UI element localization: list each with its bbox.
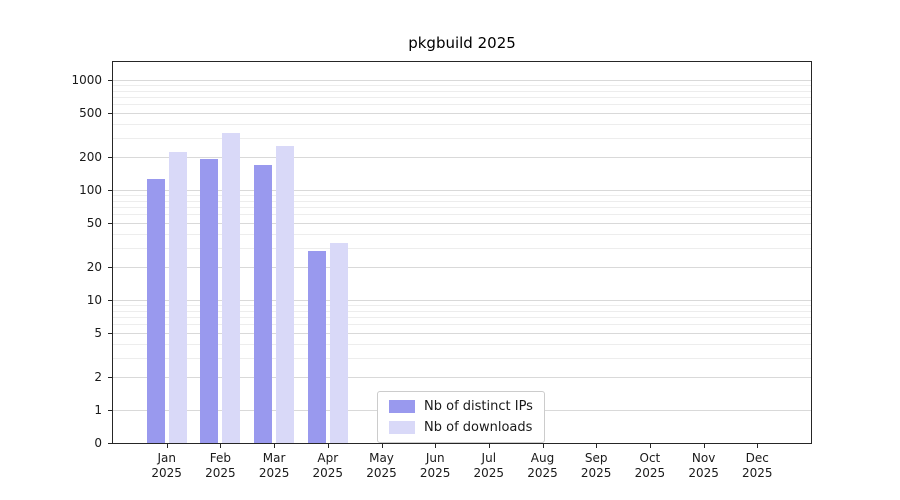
x-tick-mark (596, 444, 598, 448)
bar-downloads-jan (168, 152, 187, 443)
gridline-minor (113, 137, 811, 139)
y-tick-mark (108, 333, 112, 335)
x-tick-mark (381, 444, 383, 448)
y-tick-label: 20 (86, 259, 102, 274)
gridline-minor (113, 357, 811, 359)
y-tick-label: 0 (94, 436, 102, 450)
legend-label-downloads: Nb of downloads (424, 420, 533, 435)
y-tick-mark (108, 80, 112, 81)
gridline-minor (113, 310, 811, 312)
y-tick-label: 1 (94, 403, 102, 417)
x-tick-label: May 2025 (366, 451, 397, 480)
gridline-minor (113, 305, 811, 306)
gridline-major (113, 300, 811, 301)
bars-layer (113, 62, 811, 443)
x-tick-mark (649, 444, 651, 448)
gridline-major (113, 156, 811, 158)
gridline-major (113, 190, 811, 191)
gridline-minor (113, 123, 811, 125)
gridline-major (113, 266, 811, 268)
y-tick-mark (108, 266, 112, 268)
x-tick-mark (327, 444, 329, 448)
x-tick-label: Oct 2025 (634, 451, 666, 480)
x-tick-label: Feb 2025 (205, 451, 236, 480)
legend-item-downloads: Nb of downloads (389, 420, 533, 435)
x-tick-mark (220, 444, 222, 448)
y-tick-mark (108, 113, 112, 115)
y-tick-mark (108, 376, 112, 378)
gridline-minor (113, 200, 811, 202)
gridline-major (113, 376, 811, 378)
x-tick-label: Jul 2025 (473, 451, 505, 480)
gridline-minor (113, 97, 811, 98)
x-tick-label: Sep 2025 (580, 451, 612, 480)
x-tick-label: Jun 2025 (419, 451, 451, 480)
gridline-minor (113, 214, 811, 216)
x-tick-mark (166, 444, 168, 448)
x-tick-label: Nov 2025 (688, 451, 719, 480)
gridline-minor (113, 85, 811, 86)
bar-distinct-ips-mar (254, 164, 273, 443)
gridline-minor (113, 324, 811, 326)
x-tick-label: Jan 2025 (151, 451, 182, 480)
gridline-major (113, 113, 811, 115)
gridline-major (113, 80, 811, 81)
x-tick-mark (274, 444, 276, 448)
gridline-major (113, 333, 811, 335)
bar-distinct-ips-feb (200, 159, 219, 443)
y-tick-label: 200 (79, 149, 102, 164)
y-tick-label: 100 (79, 183, 102, 197)
x-tick-mark (757, 444, 759, 448)
gridline-minor (113, 104, 811, 106)
bar-downloads-apr (329, 243, 348, 443)
y-tick-label: 50 (86, 216, 102, 231)
x-tick-label: Mar 2025 (258, 451, 290, 480)
legend-swatch-downloads (389, 421, 415, 434)
x-tick-mark (703, 444, 705, 448)
gridline-minor (113, 195, 811, 196)
legend-item-distinct-ips: Nb of distinct IPs (389, 399, 533, 414)
gridline-minor (113, 247, 811, 249)
y-tick-label: 500 (79, 106, 102, 121)
y-tick-mark (108, 410, 112, 411)
gridline-minor (113, 233, 811, 235)
gridline-minor (113, 90, 811, 92)
legend-label-distinct-ips: Nb of distinct IPs (424, 399, 533, 414)
x-tick-label: Apr 2025 (312, 451, 344, 480)
y-tick-mark (108, 156, 112, 158)
y-tick-mark (108, 300, 112, 301)
y-tick-mark (108, 223, 112, 225)
y-tick-mark (108, 443, 112, 444)
bar-downloads-feb (222, 133, 241, 443)
legend-swatch-distinct-ips (389, 400, 415, 413)
gridline-minor (113, 343, 811, 345)
y-tick-label: 5 (94, 326, 102, 341)
bar-distinct-ips-jan (146, 179, 165, 443)
y-tick-label: 10 (86, 293, 102, 307)
x-tick-mark (542, 444, 544, 448)
chart-title: pkgbuild 2025 (408, 34, 516, 52)
x-tick-mark (488, 444, 490, 448)
x-tick-label: Dec 2025 (742, 451, 773, 480)
gridline-minor (113, 317, 811, 318)
x-tick-mark (435, 444, 437, 448)
y-tick-mark (108, 190, 112, 191)
x-tick-label: Aug 2025 (527, 451, 558, 480)
gridline-minor (113, 207, 811, 208)
y-tick-label: 1000 (71, 73, 102, 87)
y-tick-label: 2 (94, 369, 102, 384)
bar-distinct-ips-apr (307, 250, 326, 443)
plot-area (112, 61, 812, 444)
legend: Nb of distinct IPs Nb of downloads (377, 391, 545, 443)
bar-downloads-mar (276, 146, 295, 443)
gridline-major (113, 223, 811, 225)
